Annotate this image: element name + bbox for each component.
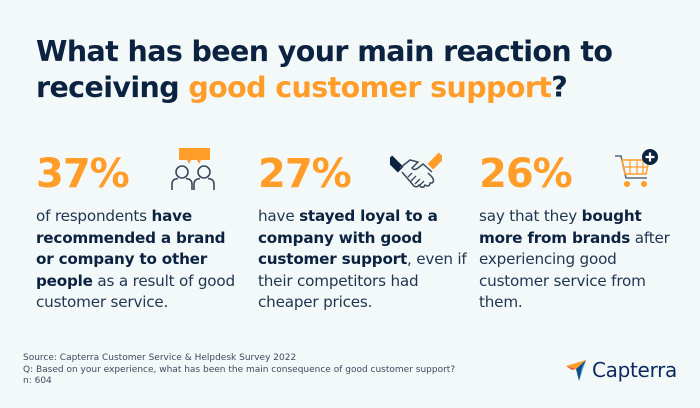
stat-loyal: 27% have stayed loyal to a company with … [258, 150, 468, 314]
source-line: Source: Capterra Customer Service & Help… [23, 353, 297, 363]
desc-bold: stayed loyal to a company with good cust… [258, 207, 438, 268]
desc-post: as a result of good customer service. [36, 271, 235, 312]
question-line: Q: Based on your experience, what has be… [23, 364, 456, 375]
headline-part-2: ? [551, 71, 568, 104]
people-speech-bubble-icon [168, 146, 216, 198]
shopping-cart-plus-icon [613, 148, 661, 196]
stat-bought-more: 26% say that they bought more from brand… [479, 150, 689, 314]
headline: What has been your main reaction to rece… [36, 34, 676, 106]
stat-description: have stayed loyal to a company with good… [258, 206, 468, 314]
stat-value: 37% [36, 151, 130, 197]
headline-highlight: good customer support [188, 71, 552, 104]
stat-description: of respondents have recommended a brand … [36, 206, 246, 314]
stat-value: 26% [479, 151, 573, 197]
capterra-arrow-icon [566, 360, 586, 381]
stat-description: say that they bought more from brands af… [479, 206, 689, 314]
desc-pre: say that they [479, 207, 582, 225]
desc-bold: have recommended a brand or company to o… [36, 207, 226, 290]
logo-wordmark: Capterra [592, 358, 678, 382]
capterra-logo: Capterra [566, 358, 677, 382]
headline-part-1: What has been your main reaction to rece… [36, 35, 613, 104]
desc-pre: of respondents [36, 207, 152, 225]
handshake-icon [386, 150, 445, 198]
desc-bold: bought more from brands [479, 207, 642, 247]
desc-pre: have [258, 207, 300, 225]
sample-size: n: 604 [23, 376, 52, 386]
stat-value: 27% [258, 151, 352, 197]
desc-post: , even if their competitors had cheaper … [258, 250, 467, 311]
source-footnote: Source: Capterra Customer Service & Help… [23, 353, 455, 388]
desc-post: after experiencing good customer service… [479, 228, 670, 312]
stat-recommended: 37% of respondents have recommended a br… [36, 150, 246, 314]
